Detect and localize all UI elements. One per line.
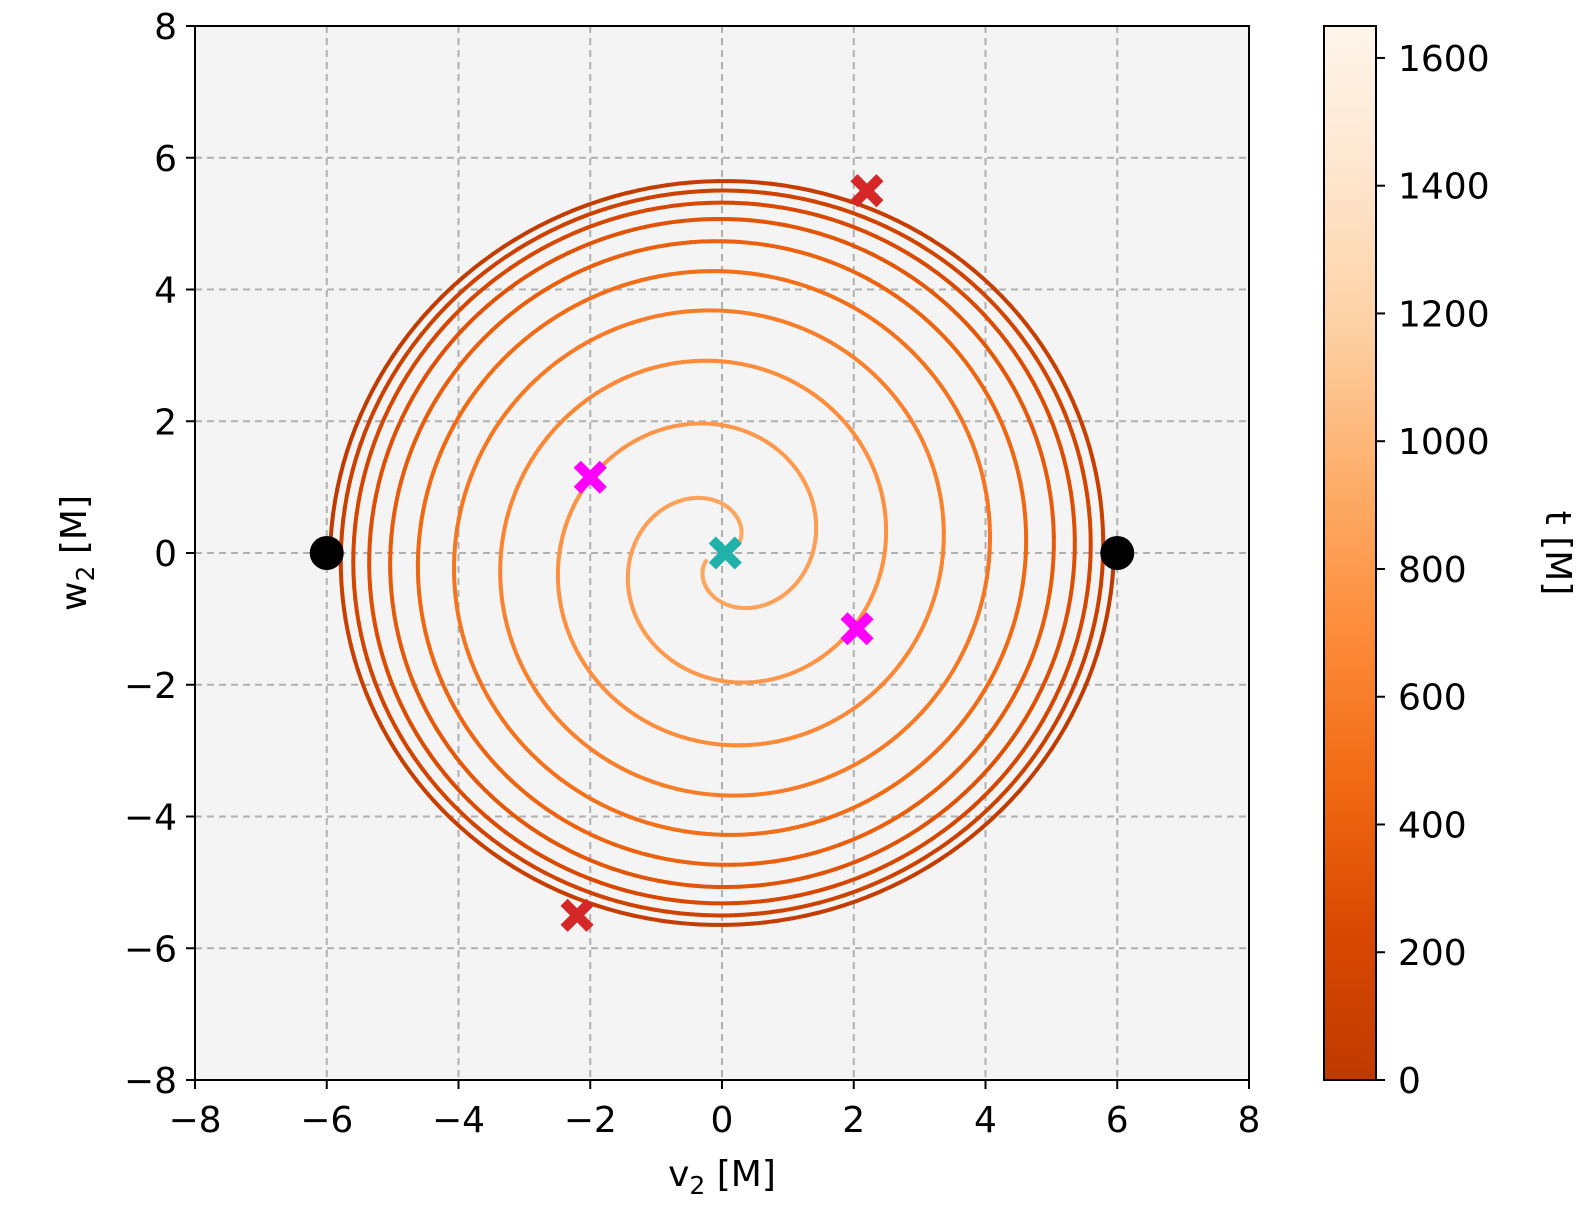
colorbar (1324, 26, 1376, 1080)
colorbar-tick-label: 800 (1398, 550, 1467, 591)
colorbar-tick-label: 1200 (1398, 294, 1490, 335)
x-axis-ticks: −8 −6 −4 −2 0 2 4 6 8 (168, 1080, 1260, 1141)
colorbar-tick-label: 0 (1398, 1061, 1421, 1102)
y-tick-label: 2 (154, 402, 177, 443)
y-axis-ticks: −8 −6 −4 −2 0 2 4 6 8 (124, 7, 195, 1102)
y-tick-label: −6 (124, 929, 177, 970)
y-tick-label: −8 (124, 1061, 177, 1102)
y-tick-label: −2 (124, 666, 177, 707)
marker-circle (1100, 536, 1134, 570)
x-tick-label: 6 (1106, 1100, 1129, 1141)
x-tick-label: 8 (1238, 1100, 1261, 1141)
x-tick-label: 2 (842, 1100, 865, 1141)
colorbar-tick-label: 1600 (1398, 39, 1490, 80)
colorbar-tick-label: 1000 (1398, 422, 1490, 463)
x-axis-label: v2 [M] (668, 1154, 776, 1200)
x-tick-label: 0 (711, 1100, 734, 1141)
colorbar-ticks: 0 200 400 600 800 1000 1200 1400 1600 (1376, 39, 1490, 1102)
x-tick-label: 4 (974, 1100, 997, 1141)
y-tick-label: −4 (124, 798, 177, 839)
y-tick-label: 0 (154, 534, 177, 575)
colorbar-tick-label: 1400 (1398, 167, 1490, 208)
trajectory-segment (705, 561, 706, 562)
x-tick-label: −8 (168, 1100, 221, 1141)
colorbar-tick-label: 600 (1398, 678, 1467, 719)
x-tick-label: −6 (300, 1100, 353, 1141)
y-tick-label: 4 (154, 271, 177, 312)
marker-circle (310, 536, 344, 570)
x-tick-label: −4 (432, 1100, 485, 1141)
y-axis-label: w2 [M] (54, 495, 100, 611)
x-tick-label: −2 (564, 1100, 617, 1141)
colorbar-label: t [M] (1537, 511, 1578, 596)
y-tick-label: 8 (154, 7, 177, 48)
colorbar-tick-label: 400 (1398, 805, 1467, 846)
y-tick-label: 6 (154, 139, 177, 180)
colorbar-tick-label: 200 (1398, 933, 1467, 974)
